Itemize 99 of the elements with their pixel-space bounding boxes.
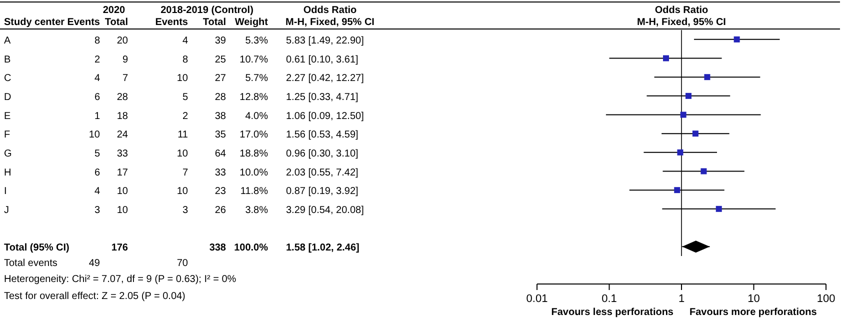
text: 28: [214, 92, 226, 103]
text: 10: [176, 148, 188, 160]
text: F: [4, 130, 10, 141]
text: 18.8%: [240, 148, 268, 160]
x-tick-label: 0.01: [526, 293, 548, 305]
text: J: [4, 204, 9, 216]
text: 18: [116, 110, 128, 122]
text: 100.0%: [234, 242, 268, 254]
text: 10.7%: [240, 54, 268, 66]
text: Events: [155, 17, 188, 28]
text: A: [4, 35, 11, 46]
text: 28: [116, 92, 128, 103]
text: 3.29 [0.54, 20.08]: [286, 204, 364, 216]
x-tick-label: 1: [678, 293, 685, 305]
text: G: [4, 148, 12, 160]
text: 3: [94, 204, 100, 216]
text: M-H, Fixed, 95% CI: [286, 17, 375, 28]
text: 10.0%: [240, 167, 268, 178]
text: Study center: [4, 17, 65, 28]
text: 38: [214, 110, 226, 122]
text: Total events: [4, 258, 58, 269]
chart-subtitle: M-H, Fixed, 95% CI: [637, 17, 726, 28]
text: 7: [182, 167, 188, 178]
text: Odds Ratio: [303, 5, 357, 16]
text: Total: [202, 17, 226, 28]
text: 5: [94, 148, 100, 160]
text: 10: [116, 186, 128, 198]
text: 20: [116, 35, 128, 46]
text: 11: [178, 130, 188, 141]
text: 176: [111, 242, 128, 254]
x-tick-label: 0.1: [602, 293, 617, 305]
text: 26: [214, 204, 226, 216]
text: 338: [209, 242, 226, 254]
text: 0.61 [0.10, 3.61]: [286, 54, 358, 66]
text: 10: [176, 186, 188, 198]
text: Favours less perforations: [551, 307, 674, 318]
text: 7: [122, 73, 128, 84]
chart-title: Odds Ratio: [654, 5, 708, 16]
text: 8: [94, 35, 100, 46]
text: D: [4, 92, 12, 103]
text: B: [4, 54, 11, 66]
text: 1.25 [0.33, 4.71]: [286, 92, 358, 103]
text: Total: [104, 17, 128, 28]
text: C: [4, 73, 12, 84]
text: 10: [88, 130, 100, 141]
text: 49: [88, 258, 100, 269]
text: 4.0%: [245, 110, 268, 122]
text: 3: [182, 204, 188, 216]
text: Favours more perforations: [690, 307, 818, 318]
text: 11.8%: [240, 186, 268, 198]
text: H: [4, 167, 12, 178]
text: 1.58 [1.02, 2.46]: [286, 242, 360, 254]
text: 23: [214, 186, 226, 198]
text: 24: [116, 130, 128, 141]
text: 0.87 [0.19, 3.92]: [286, 186, 358, 198]
text: 1.56 [0.53, 4.59]: [286, 130, 358, 141]
text: 4: [182, 35, 188, 46]
x-tick-label: 100: [816, 293, 836, 305]
text: Total (95% CI): [4, 242, 70, 254]
text: 4: [94, 186, 100, 198]
text: 5.3%: [245, 35, 268, 46]
text: 1.06 [0.09, 12.50]: [286, 110, 364, 122]
text: 10: [116, 204, 128, 216]
text: 3.8%: [245, 204, 268, 216]
text: 17.0%: [240, 130, 268, 141]
text: 35: [214, 130, 226, 141]
text: 12.8%: [240, 92, 268, 103]
text: 25: [214, 54, 226, 66]
text: 2020: [102, 5, 126, 16]
text: 33: [214, 167, 226, 178]
text: 70: [176, 258, 188, 269]
text: Test for overall effect: Z = 2.05 (P = 0.04): [4, 291, 186, 302]
text: 27: [214, 73, 226, 84]
text: 1: [94, 110, 100, 122]
text: 10: [176, 73, 188, 84]
text: E: [4, 110, 11, 122]
text: 5: [182, 92, 188, 103]
text: 5.83 [1.49, 22.90]: [286, 35, 364, 46]
text: 64: [214, 148, 226, 160]
text: Heterogeneity: Chi² = 7.07, df = 9 (P = 0.63); I² = 0%: [4, 274, 236, 285]
text: I: [4, 186, 7, 198]
text: 17: [116, 167, 128, 178]
text: 2.03 [0.55, 7.42]: [286, 167, 358, 178]
text: 2: [182, 110, 188, 122]
text: 9: [122, 54, 128, 66]
text: 6: [94, 167, 100, 178]
text: Weight: [234, 17, 269, 28]
text: 5.7%: [245, 73, 268, 84]
text: 2.27 [0.42, 12.27]: [286, 73, 364, 84]
text: 39: [214, 35, 226, 46]
text: 0.96 [0.30, 3.10]: [286, 148, 358, 160]
text: 6: [94, 92, 100, 103]
text: Events: [67, 17, 100, 28]
text: 8: [182, 54, 188, 66]
text: 2018-2019 (Control): [160, 5, 254, 16]
text: 33: [116, 148, 128, 160]
text: 4: [94, 73, 100, 84]
text: 2: [94, 54, 100, 66]
x-tick-label: 10: [748, 293, 760, 305]
